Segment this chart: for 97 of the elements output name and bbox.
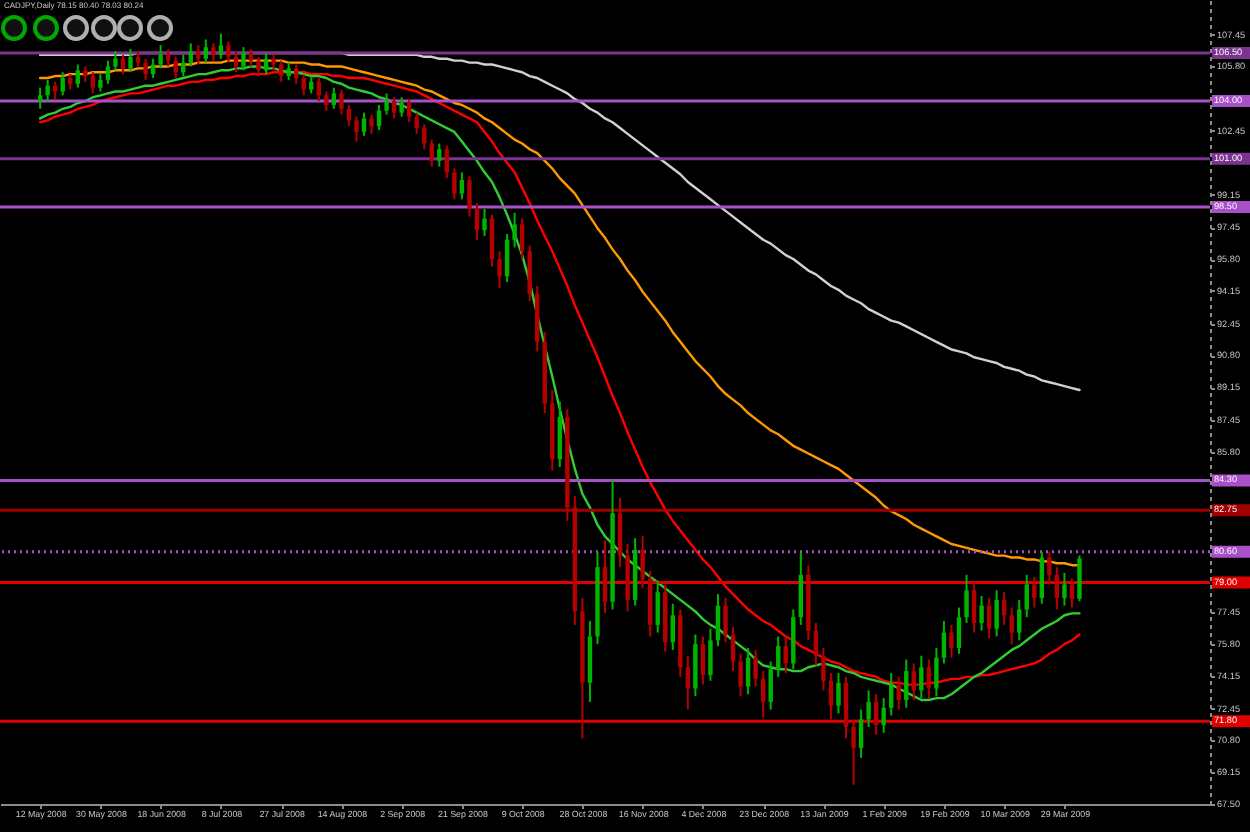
candlestick [813, 621, 819, 667]
candlestick [489, 213, 495, 268]
candlestick [1077, 554, 1082, 603]
candlestick [791, 608, 796, 671]
candlestick [858, 708, 864, 759]
candlestick [738, 652, 743, 698]
candlestick [173, 55, 178, 79]
candlestick [1017, 598, 1022, 642]
candlestick [768, 660, 773, 711]
candlestick [949, 623, 954, 659]
candlestick [188, 42, 193, 68]
candlestick [655, 579, 660, 634]
candlestick [429, 138, 434, 168]
candlestick [760, 670, 766, 719]
candlestick [331, 86, 337, 110]
candlestick [294, 63, 299, 85]
candlestick [926, 658, 932, 700]
candlestick [617, 496, 623, 569]
candlestick [693, 633, 698, 698]
candlestick [452, 167, 457, 201]
candlestick [647, 569, 653, 638]
candlestick [361, 111, 367, 137]
candlestick [474, 202, 480, 241]
candlestick [994, 589, 999, 638]
candlestick [625, 543, 630, 613]
candlestick [45, 78, 50, 103]
candlestick [640, 535, 645, 590]
candlestick [113, 50, 118, 72]
candlestick [1054, 566, 1060, 611]
candlestick [971, 581, 977, 634]
candlestick [482, 207, 487, 237]
candlestick [241, 46, 246, 72]
candlestick [1009, 606, 1014, 646]
candlestick [459, 171, 465, 201]
candlestick [904, 658, 909, 709]
candlestick [851, 718, 856, 786]
candlestick [723, 596, 728, 644]
candlestick [557, 400, 563, 468]
candlestick [301, 73, 306, 97]
candlestick [324, 90, 329, 112]
candlestick [821, 647, 826, 692]
candlestick [776, 635, 781, 678]
candlestick [437, 142, 442, 168]
candlestick [941, 620, 947, 665]
candlestick [105, 59, 111, 85]
candlestick [143, 57, 148, 81]
candlestick [873, 693, 879, 736]
candlestick [37, 86, 43, 110]
candlestick [399, 96, 404, 118]
candlestick [444, 144, 450, 180]
candlestick [934, 647, 939, 698]
candlestick [1032, 575, 1037, 609]
candlestick [587, 620, 593, 703]
candlestick [1024, 573, 1029, 619]
candlestick [256, 55, 261, 78]
candlestick [798, 550, 804, 626]
candlestick [1039, 550, 1045, 605]
candlestick [519, 217, 525, 261]
candlestick [391, 96, 397, 120]
candlestick [745, 647, 751, 696]
candlestick [497, 250, 502, 289]
candlestick [964, 573, 969, 624]
candlestick [836, 672, 841, 715]
candlestick [881, 697, 886, 734]
candlestick [889, 672, 894, 717]
candlestick [369, 113, 374, 135]
candlestick [1047, 550, 1052, 586]
candlestick [339, 88, 344, 116]
candlestick [75, 63, 80, 89]
candlestick [753, 648, 758, 688]
candlestick [90, 71, 96, 95]
candlestick [1069, 577, 1075, 609]
candlestick [708, 627, 713, 682]
candlestick [986, 596, 992, 640]
candlestick [384, 92, 389, 116]
candlestick [467, 175, 472, 218]
candlestick [512, 211, 517, 249]
candlestick [700, 635, 706, 686]
candlestick [354, 115, 359, 143]
candlestick [685, 654, 691, 711]
candlestick [226, 40, 231, 64]
candlestick [919, 654, 924, 700]
candlestick [218, 32, 224, 60]
candlestick [196, 44, 201, 66]
candlestick [128, 48, 133, 74]
candlestick [956, 606, 962, 655]
candlestick [406, 98, 412, 124]
candlestick [670, 602, 675, 651]
candlestick [979, 595, 984, 632]
candlestick [1062, 571, 1067, 607]
candlestick [203, 38, 209, 64]
candlestick [843, 675, 849, 740]
candlestick [158, 44, 163, 70]
candlestick [602, 539, 608, 615]
candlestick [866, 689, 871, 728]
candlestick [527, 244, 532, 303]
candlestick [828, 672, 834, 721]
